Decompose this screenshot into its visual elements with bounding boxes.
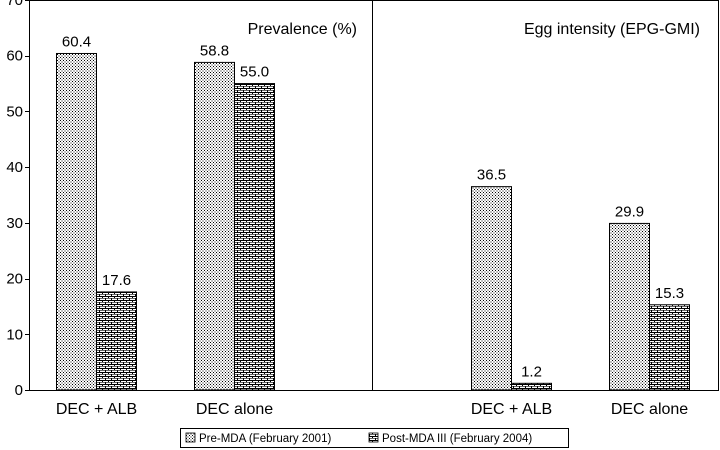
y-tick-label: 70 xyxy=(6,0,23,9)
category-labels-group: DEC + ALB DEC alone DEC + ALB DEC alone xyxy=(56,401,688,418)
plot-frame xyxy=(29,0,719,391)
data-label: 36.5 xyxy=(477,167,506,184)
data-label: 17.6 xyxy=(102,272,131,289)
data-label: 1.2 xyxy=(521,363,542,380)
legend-label-pre-mda: Pre-MDA (February 2001) xyxy=(199,433,331,445)
bar-prevalence-dec-alb-pre-mda xyxy=(56,52,97,391)
y-tick-label: 0 xyxy=(15,382,23,399)
legend-swatch-pre-mda xyxy=(185,432,196,443)
category-label-dec-alone: DEC alone xyxy=(196,401,273,418)
y-axis: 0 10 20 30 40 50 60 70 xyxy=(6,0,30,399)
category-label-dec-alb: DEC + ALB xyxy=(56,401,137,418)
legend: Pre-MDA (February 2001) Post-MDA III (Fe… xyxy=(180,428,569,448)
bar-prevalence-dec-alone-pre-mda xyxy=(194,61,235,391)
bar-egg-dec-alone-pre-mda xyxy=(609,222,650,391)
bars-group xyxy=(56,52,690,391)
category-label-dec-alb: DEC + ALB xyxy=(471,401,552,418)
y-tick-label: 40 xyxy=(6,159,23,176)
legend-swatch-post-mda xyxy=(368,432,379,443)
y-tick-label: 20 xyxy=(6,271,23,288)
category-label-dec-alone: DEC alone xyxy=(611,401,688,418)
bar-egg-dec-alb-post-mda xyxy=(511,382,552,391)
data-labels-group: 60.4 17.6 58.8 55.0 36.5 1.2 29.9 15.3 xyxy=(62,33,684,380)
data-label: 60.4 xyxy=(62,33,91,50)
y-tick-label: 10 xyxy=(6,326,23,343)
data-label: 58.8 xyxy=(200,42,229,59)
bar-prevalence-dec-alb-post-mda xyxy=(96,291,137,391)
y-tick-label: 30 xyxy=(6,215,23,232)
bar-egg-dec-alb-pre-mda xyxy=(471,186,512,391)
panel-title-egg-intensity: Egg intensity (EPG-GMI) xyxy=(524,21,700,38)
data-label: 29.9 xyxy=(615,203,644,220)
data-label: 15.3 xyxy=(655,285,684,302)
data-label: 55.0 xyxy=(240,64,269,81)
bar-egg-dec-alone-post-mda xyxy=(649,304,690,391)
y-tick-label: 50 xyxy=(6,103,23,120)
bar-prevalence-dec-alone-post-mda xyxy=(234,83,275,391)
y-tick-label: 60 xyxy=(6,48,23,65)
panel-title-prevalence: Prevalence (%) xyxy=(248,21,357,38)
legend-label-post-mda: Post-MDA III (February 2004) xyxy=(382,433,532,445)
